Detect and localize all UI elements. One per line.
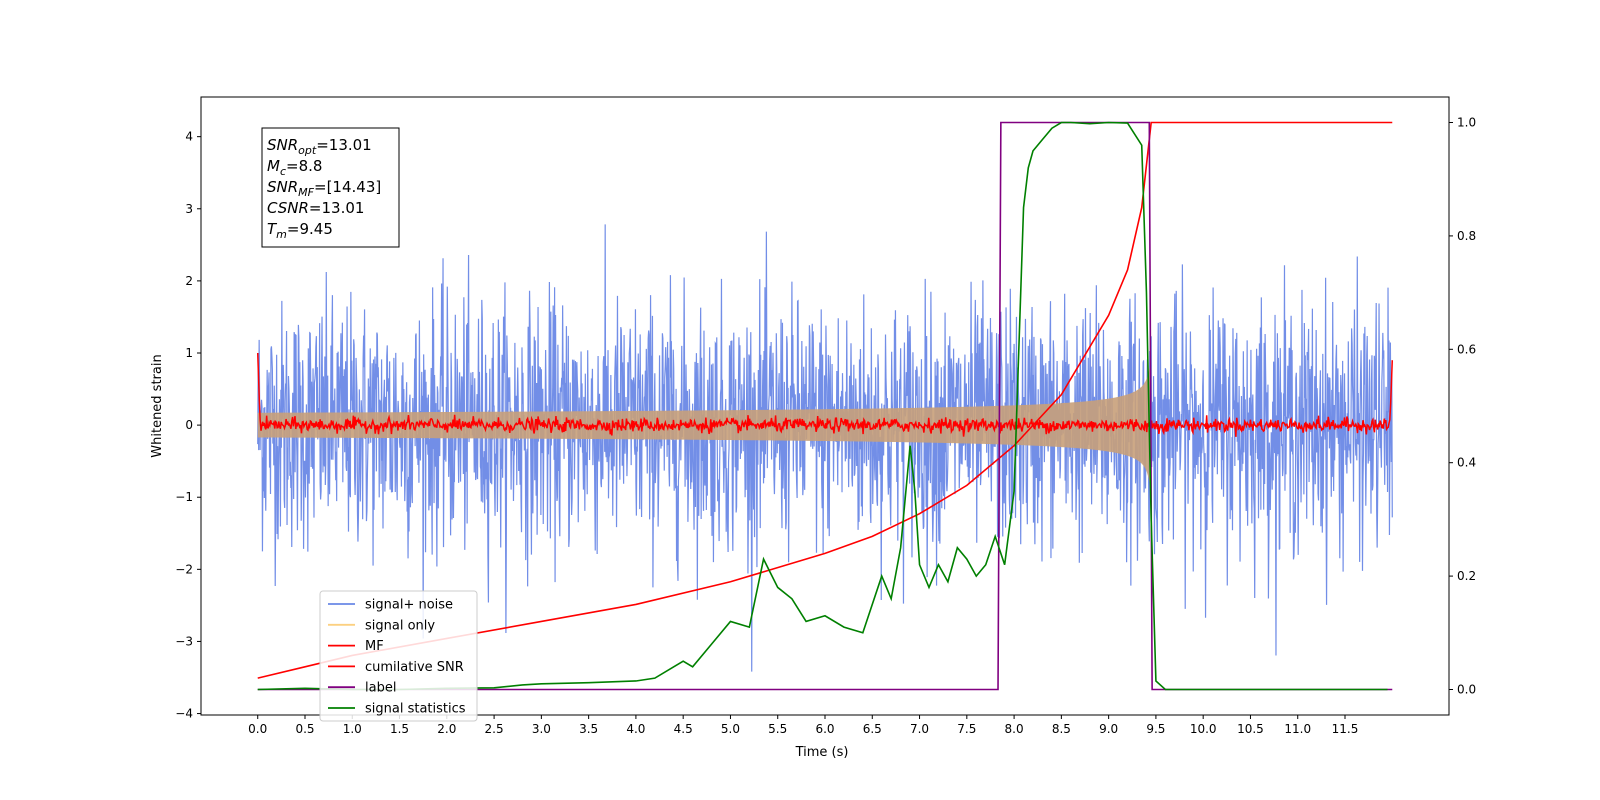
- x-tick-label: 6.5: [863, 722, 882, 736]
- y2-tick-label: 0.0: [1457, 682, 1476, 696]
- x-tick-label: 1.5: [390, 722, 409, 736]
- x-tick-label: 2.0: [437, 722, 456, 736]
- x-tick-label: 6.0: [815, 722, 834, 736]
- y2-tick-label: 0.6: [1457, 342, 1476, 356]
- y2-tick-label: 0.4: [1457, 456, 1476, 470]
- x-tick-label: 9.5: [1146, 722, 1165, 736]
- y-tick-label: 4: [185, 130, 193, 144]
- y-tick-label: 2: [185, 274, 193, 288]
- y-tick-label: 0: [185, 418, 193, 432]
- x-tick-label: 1.0: [343, 722, 362, 736]
- info-line: SNRopt=13.01: [267, 136, 372, 157]
- x-tick-label: 4.0: [626, 722, 645, 736]
- x-axis-label: Time (s): [795, 745, 849, 760]
- info-line: Mc=8.8: [267, 157, 322, 178]
- info-box-frame: [261, 127, 400, 248]
- series-signal-only: [257, 367, 1152, 483]
- x-tick-label: 11.5: [1332, 722, 1359, 736]
- x-tick-label: 10.0: [1190, 722, 1217, 736]
- y-tick-label: 3: [185, 202, 193, 216]
- y-tick-label: −3: [175, 634, 193, 648]
- legend: signal+ noise signal only MF cumilative SNR…: [319, 590, 478, 722]
- x-tick-label: 8.5: [1052, 722, 1071, 736]
- x-tick-label: 2.5: [485, 722, 504, 736]
- y-tick-label: −4: [175, 707, 193, 721]
- y-tick-label: −1: [175, 490, 193, 504]
- x-tick-label: 7.5: [957, 722, 976, 736]
- info-line: Tm=9.45: [267, 220, 333, 241]
- x-tick-label: 4.5: [674, 722, 693, 736]
- y2-tick-label: 0.8: [1457, 229, 1476, 243]
- x-tick-label: 3.0: [532, 722, 551, 736]
- x-tick-label: 9.0: [1099, 722, 1118, 736]
- y2-tick-label: 1.0: [1457, 116, 1476, 130]
- x-tick-label: 0.5: [295, 722, 314, 736]
- info-box: SNRopt=13.01Mc=8.8SNRMF=[14.43]CSNR=13.0…: [261, 127, 400, 248]
- info-line: SNRMF=[14.43]: [267, 178, 381, 199]
- series-signal-statistics: [257, 121, 1388, 691]
- x-tick-label: 7.0: [910, 722, 929, 736]
- x-tick-label: 11.0: [1284, 722, 1311, 736]
- y-axis-right: 0.0 0.2 0.4 0.6 0.8 1.0: [1449, 116, 1476, 696]
- x-tick-label: 0.0: [248, 722, 267, 736]
- legend-label: MF: [365, 639, 384, 654]
- legend-frame: [319, 590, 478, 722]
- y-tick-label: 1: [185, 346, 193, 360]
- legend-label: signal only: [365, 618, 435, 633]
- series-mf: [256, 352, 1394, 437]
- x-axis: 0.0 0.5 1.0 1.5 2.0 2.5 3.0 3.5 4.0 4.5 5.0 5.5 6.0 6…: [248, 715, 1358, 736]
- legend-label: signal statistics: [365, 702, 466, 717]
- x-tick-label: 8.0: [1005, 722, 1024, 736]
- y-axis-left: −4 −3 −2 −1 0 1 2 3 4: [175, 130, 201, 721]
- info-line: CSNR=13.01: [267, 199, 364, 217]
- x-tick-label: 5.5: [768, 722, 787, 736]
- y-tick-label: −2: [175, 562, 193, 576]
- x-tick-label: 3.5: [579, 722, 598, 736]
- legend-label: label: [365, 681, 396, 696]
- legend-label: signal+ noise: [365, 598, 453, 613]
- x-tick-label: 10.5: [1237, 722, 1264, 736]
- y-axis-label: Whitened strain: [150, 354, 165, 457]
- y2-tick-label: 0.2: [1457, 569, 1476, 583]
- x-tick-label: 5.0: [721, 722, 740, 736]
- legend-label: cumilative SNR: [365, 660, 464, 675]
